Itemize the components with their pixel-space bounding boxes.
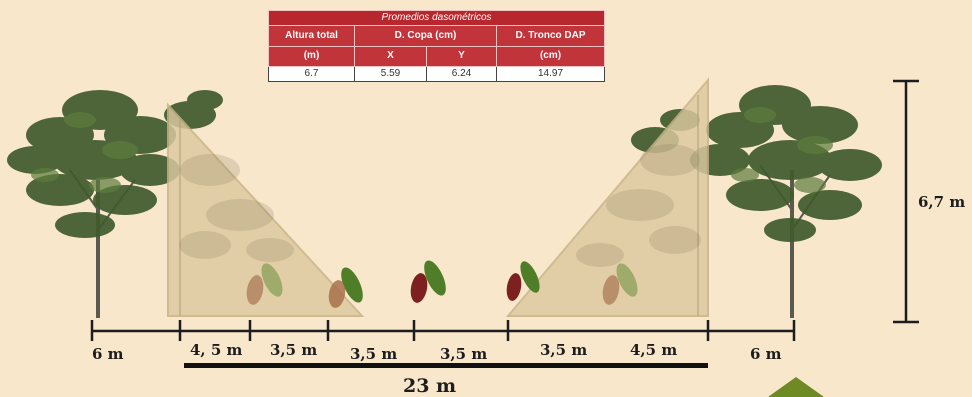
segment-label-1: 6 m [92,345,124,363]
left-canopy-triangle [167,102,365,317]
header-tronco-unit: (cm) [495,45,606,67]
left-timber-tree [7,90,223,318]
value-altura: 6.7 [268,66,355,82]
total-width-label: 23 m [403,375,456,397]
header-copa-y: Y [426,45,497,67]
value-copa-y: 6.24 [426,66,497,82]
segment-label-5: 3,5 m [440,345,487,363]
height-dimension-line [893,79,919,324]
value-copa-x: 5.59 [354,66,427,82]
value-tronco: 14.97 [495,66,606,82]
dasometric-table: Promedios dasométricos Altura total D. C… [267,10,606,82]
total-width-bar [184,363,708,368]
header-altura: Altura total [268,25,355,47]
cacao-plant-4 [506,261,540,301]
header-copa-x: X [354,45,427,67]
header-altura-unit: (m) [268,45,355,67]
right-canopy-triangle [505,77,709,317]
segment-label-4: 3,5 m [350,345,397,363]
spacing-dimension-line [90,320,796,341]
segment-label-3: 3,5 m [270,341,317,359]
corner-arrow-marker [768,377,824,397]
height-label: 6,7 m [918,193,965,211]
cacao-plant-1 [246,263,283,305]
cacao-plant-3 [410,260,446,303]
cacao-plant-5 [602,263,638,305]
header-tronco: D. Tronco DAP [495,25,606,47]
cacao-plant-2 [328,267,363,308]
table-title: Promedios dasométricos [267,10,606,26]
segment-label-8: 6 m [750,345,782,363]
segment-label-6: 3,5 m [540,341,587,359]
header-copa: D. Copa (cm) [354,25,497,47]
segment-label-7: 4,5 m [630,341,677,359]
segment-label-2: 4, 5 m [190,341,243,359]
